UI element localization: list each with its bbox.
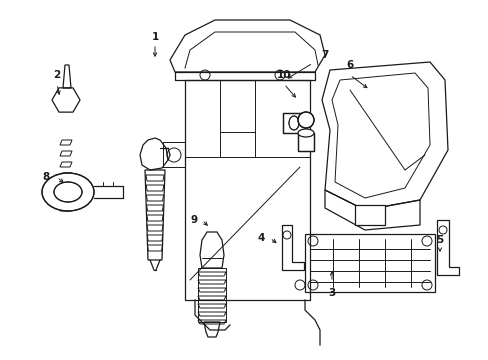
Circle shape [297, 112, 313, 128]
Text: 6: 6 [346, 60, 353, 70]
Bar [297, 133, 313, 151]
Text: 3: 3 [328, 288, 335, 298]
Ellipse shape [42, 173, 94, 211]
Bar [354, 205, 384, 225]
Ellipse shape [297, 129, 313, 137]
Bar [283, 113, 305, 133]
Text: 7: 7 [321, 50, 328, 60]
Text: 4: 4 [257, 233, 264, 243]
Text: 1: 1 [151, 32, 158, 42]
Text: 2: 2 [53, 70, 61, 80]
Text: 9: 9 [190, 215, 197, 225]
Text: 5: 5 [435, 235, 443, 245]
Bar [297, 133, 313, 151]
Ellipse shape [288, 116, 298, 130]
Text: 10: 10 [276, 70, 291, 80]
Text: 8: 8 [42, 172, 49, 182]
Ellipse shape [54, 182, 82, 202]
Bar [283, 113, 305, 133]
